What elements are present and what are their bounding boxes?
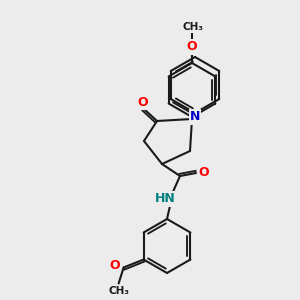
Text: CH₃: CH₃ xyxy=(182,22,203,32)
Text: O: O xyxy=(109,259,120,272)
Text: CH₃: CH₃ xyxy=(108,286,129,296)
Text: O: O xyxy=(138,95,148,109)
Text: O: O xyxy=(199,166,209,178)
Text: O: O xyxy=(187,40,197,53)
Text: N: N xyxy=(190,110,200,124)
Text: HN: HN xyxy=(154,193,176,206)
